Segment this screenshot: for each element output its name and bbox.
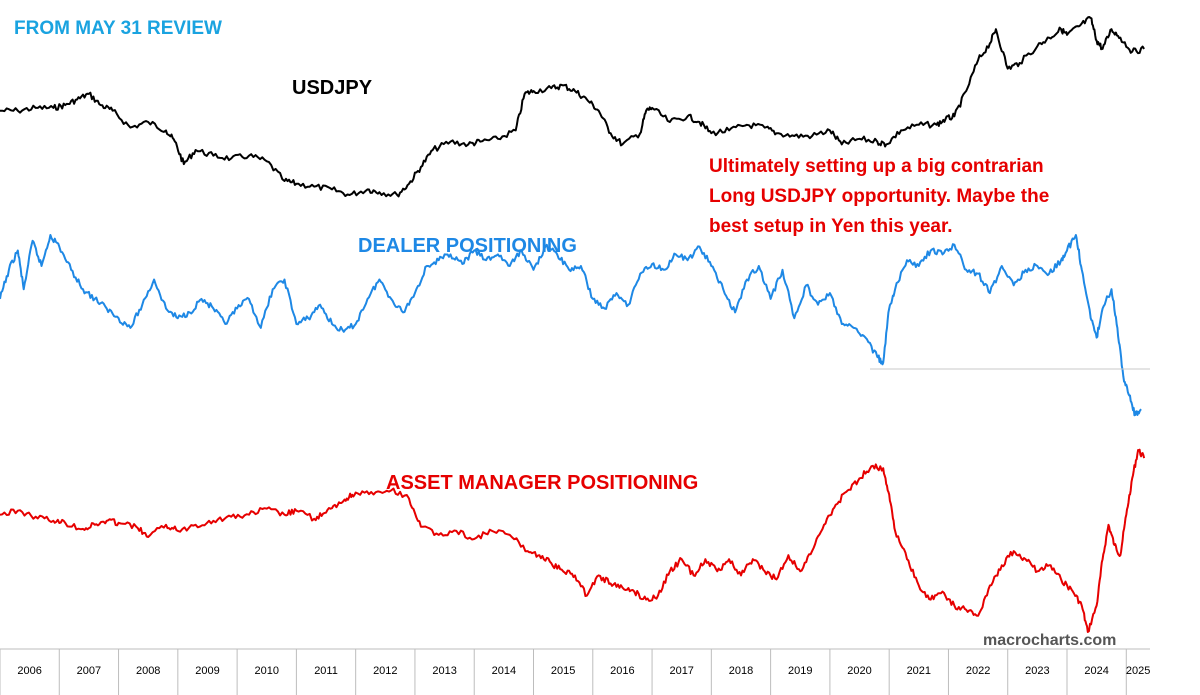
x-tick-label-2011: 2011 — [314, 665, 338, 677]
annotation-line-3: best setup in Yen this year. — [709, 216, 953, 237]
x-tick-label-2009: 2009 — [195, 665, 219, 677]
x-tick-label-2019: 2019 — [788, 665, 812, 677]
x-axis: 2006 2007 2008 2009 2010 2011 2012 2013 2014 2015… — [0, 648, 1150, 695]
x-tick-label-2023: 2023 — [1025, 665, 1049, 677]
x-tick-label-2021: 2021 — [907, 665, 931, 677]
x-tick-label-2007: 2007 — [77, 665, 101, 677]
x-tick-label-2018: 2018 — [729, 665, 753, 677]
x-tick-label-2016: 2016 — [610, 665, 634, 677]
annotation-line-2: Long USDJPY opportunity. Maybe the — [709, 186, 1049, 207]
series-line-usdjpy — [0, 16, 1145, 198]
x-tick-label-2008: 2008 — [136, 665, 160, 677]
series-line-asset-manager-positioning — [0, 448, 1146, 633]
x-tick-label-2025: 2025 — [1126, 665, 1150, 677]
x-tick-label-2020: 2020 — [847, 665, 871, 677]
series-label-asset-manager: ASSET MANAGER POSITIONING — [386, 472, 698, 494]
annotation-line-1: Ultimately setting up a big contrarian — [709, 156, 1044, 177]
series-line-dealer-positioning — [0, 234, 1142, 417]
x-tick-label-2006: 2006 — [17, 665, 41, 677]
series-layer — [0, 16, 1146, 633]
series-label-usdjpy: USDJPY — [292, 77, 373, 99]
x-tick-label-2013: 2013 — [432, 665, 456, 677]
x-tick-label-2022: 2022 — [966, 665, 990, 677]
x-tick-label-2017: 2017 — [669, 665, 693, 677]
header-text: FROM MAY 31 REVIEW — [14, 18, 222, 39]
x-tick-label-2014: 2014 — [492, 665, 516, 677]
x-tick-label-2015: 2015 — [551, 665, 575, 677]
series-label-dealer: DEALER POSITIONING — [358, 235, 577, 257]
x-tick-label-2010: 2010 — [255, 665, 279, 677]
watermark: macrocharts.com — [983, 632, 1116, 649]
x-tick-label-2012: 2012 — [373, 665, 397, 677]
x-tick-label-2024: 2024 — [1084, 665, 1108, 677]
